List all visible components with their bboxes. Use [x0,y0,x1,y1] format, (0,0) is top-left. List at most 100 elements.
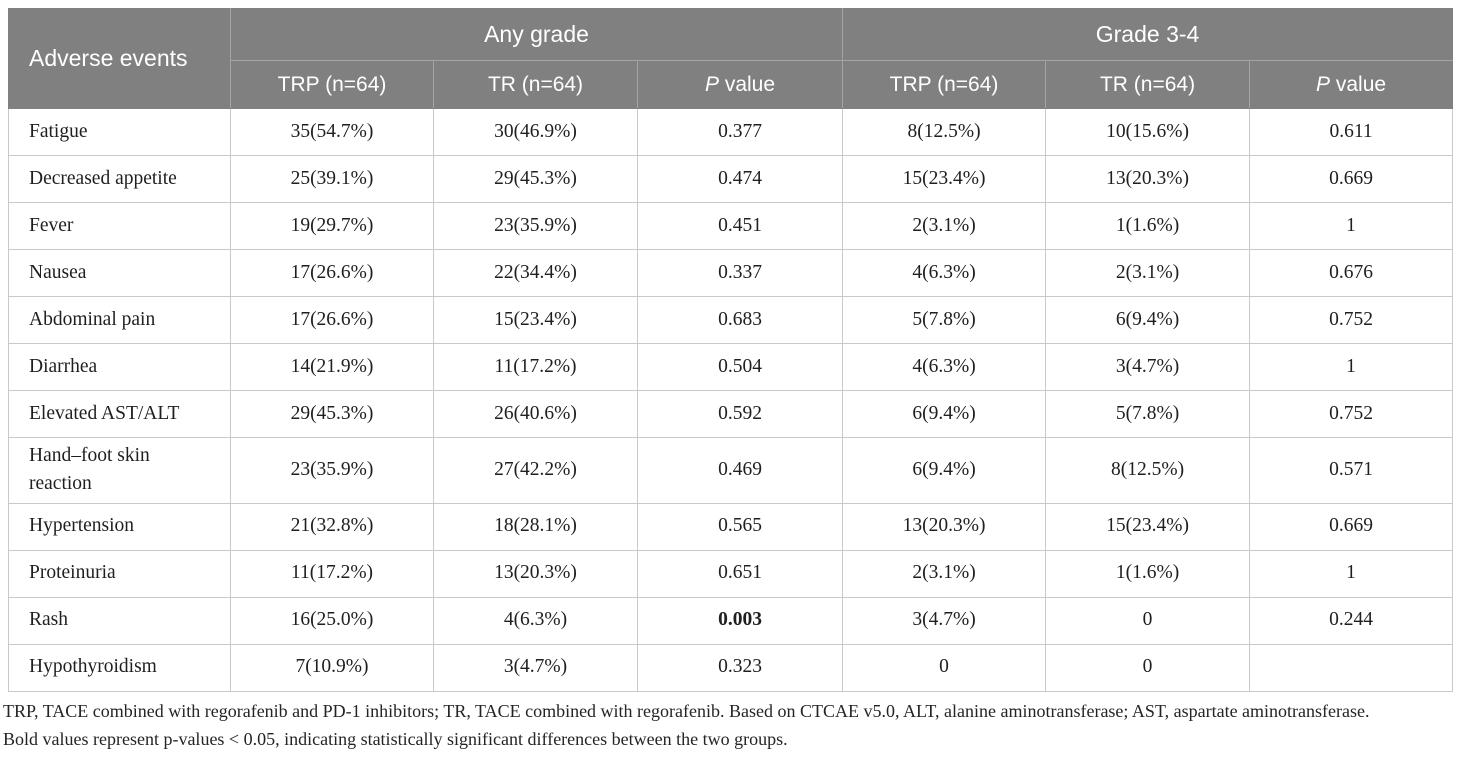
value-cell: 0.683 [636,296,844,344]
value-cell: 4(6.3%) [433,596,638,645]
value-cell: 11(17.2%) [433,343,638,391]
value-cell: 0.676 [1249,249,1454,297]
value-cell: 25(39.1%) [230,155,434,203]
value-cell: 0 [1045,643,1251,692]
adverse-event-label: Elevated AST/ALT [8,390,231,438]
table-row: Fever 19(29.7%) 23(35.9%) 0.451 2(3.1%) 1(1.6… [8,202,1454,250]
group-header-row: Adverse events Any grade Grade 3-4 [8,8,1454,109]
footnote-line-1: TRP, TACE combined with regorafenib and … [3,700,1370,721]
value-cell: 23(35.9%) [230,437,434,504]
adverse-event-label: Hypertension [8,502,231,551]
value-cell: 3(4.7%) [842,596,1047,645]
value-cell: 17(26.6%) [230,296,434,344]
adverse-event-label: Hypothyroidism [8,643,231,692]
value-cell: 0.504 [636,343,844,391]
value-cell: 21(32.8%) [230,502,434,551]
header-any-tr: TR (n=64) [433,60,638,109]
adverse-event-label: Abdominal pain [8,296,231,344]
table-row: Hypothyroidism 7(10.9%) 3(4.7%) 0.323 0 0 [8,643,1454,692]
value-cell: 8(12.5%) [1045,437,1251,504]
value-cell: 4(6.3%) [842,249,1047,297]
value-cell: 29(45.3%) [433,155,638,203]
adverse-event-label: Hand–foot skin reaction [8,437,231,504]
value-cell: 19(29.7%) [230,202,434,250]
value-cell: 2(3.1%) [842,202,1047,250]
value-cell: 15(23.4%) [433,296,638,344]
value-cell: 1 [1249,202,1454,250]
value-cell: 6(9.4%) [1045,296,1251,344]
value-cell: 0.377 [636,108,844,156]
footnote-line-2: Bold values represent p-values < 0.05, i… [3,728,788,749]
value-cell: 0.451 [636,202,844,250]
header-grade-3-4: Grade 3-4 [842,8,1454,61]
value-cell: 8(12.5%) [842,108,1047,156]
header-any-pvalue: P value [636,60,844,109]
adverse-events-table: Adverse events Any grade Grade 3-4 TRP (… [8,8,1454,692]
adverse-event-label: Fever [8,202,231,250]
value-cell [1249,643,1454,692]
table-row: Abdominal pain 17(26.6%) 15(23.4%) 0.683 5(7… [8,296,1454,344]
value-cell: 6(9.4%) [842,437,1047,504]
value-cell: 13(20.3%) [1045,155,1251,203]
adverse-event-label: Nausea [8,249,231,297]
value-cell: 15(23.4%) [1045,502,1251,551]
value-cell: 0 [842,643,1047,692]
value-cell: 14(21.9%) [230,343,434,391]
value-cell: 1(1.6%) [1045,202,1251,250]
value-cell: 2(3.1%) [1045,249,1251,297]
adverse-event-label: Decreased appetite [8,155,231,203]
value-cell: 4(6.3%) [842,343,1047,391]
value-cell: 5(7.8%) [842,296,1047,344]
header-any-grade: Any grade [229,8,844,61]
value-cell: 0.571 [1249,437,1454,504]
value-cell: 30(46.9%) [433,108,638,156]
table-row: Elevated AST/ALT 29(45.3%) 26(40.6%) 0.592 6… [8,390,1454,438]
table-row: Fatigue 35(54.7%) 30(46.9%) 0.377 8(12.5%) 10… [8,108,1454,156]
value-cell: 15(23.4%) [842,155,1047,203]
value-cell: 0 [1045,596,1251,645]
table-body: Fatigue 35(54.7%) 30(46.9%) 0.377 8(12.5%) 10… [8,108,1454,692]
value-cell: 0.592 [636,390,844,438]
value-cell: 0.244 [1249,596,1454,645]
value-cell: 0.611 [1249,108,1454,156]
value-cell: 16(25.0%) [230,596,434,645]
table-row: Nausea 17(26.6%) 22(34.4%) 0.337 4(6.3%) 2(3.… [8,249,1454,297]
header-adverse-events: Adverse events [8,8,231,109]
value-cell: 0.651 [636,549,844,598]
table-footnote: TRP, TACE combined with regorafenib and … [3,697,1452,753]
value-cell: 1(1.6%) [1045,549,1251,598]
value-cell: 0.752 [1249,296,1454,344]
table-figure: Adverse events Any grade Grade 3-4 TRP (… [3,8,1454,753]
value-cell: 0.752 [1249,390,1454,438]
header-g34-trp: TRP (n=64) [842,60,1047,109]
value-cell: 13(20.3%) [842,502,1047,551]
value-cell: 35(54.7%) [230,108,434,156]
value-cell: 2(3.1%) [842,549,1047,598]
value-cell: 3(4.7%) [1045,343,1251,391]
table-header: Adverse events Any grade Grade 3-4 TRP (… [8,8,1454,109]
value-cell: 0.565 [636,502,844,551]
table-row: Hypertension 21(32.8%) 18(28.1%) 0.565 13(20… [8,502,1454,551]
value-cell: 29(45.3%) [230,390,434,438]
value-cell: 1 [1249,343,1454,391]
value-cell: 17(26.6%) [230,249,434,297]
table-row: Proteinuria 11(17.2%) 13(20.3%) 0.651 2(3.1%… [8,549,1454,598]
value-cell: 23(35.9%) [433,202,638,250]
adverse-event-label: Diarrhea [8,343,231,391]
value-cell: 6(9.4%) [842,390,1047,438]
adverse-event-label: Fatigue [8,108,231,156]
header-g34-pvalue: P value [1249,60,1454,109]
value-cell: 22(34.4%) [433,249,638,297]
adverse-event-label: Proteinuria [8,549,231,598]
value-cell: 0.003 [636,596,844,645]
table-row: Decreased appetite 25(39.1%) 29(45.3%) 0.47… [8,155,1454,203]
header-any-trp: TRP (n=64) [230,60,434,109]
value-cell: 0.669 [1249,502,1454,551]
value-cell: 18(28.1%) [433,502,638,551]
header-g34-tr: TR (n=64) [1045,60,1251,109]
value-cell: 0.323 [636,643,844,692]
value-cell: 5(7.8%) [1045,390,1251,438]
table-row: Rash 16(25.0%) 4(6.3%) 0.003 3(4.7%) 0 0.244 [8,596,1454,645]
value-cell: 7(10.9%) [230,643,434,692]
table-row: Hand–foot skin reaction 23(35.9%) 27(42.2%… [8,437,1454,504]
